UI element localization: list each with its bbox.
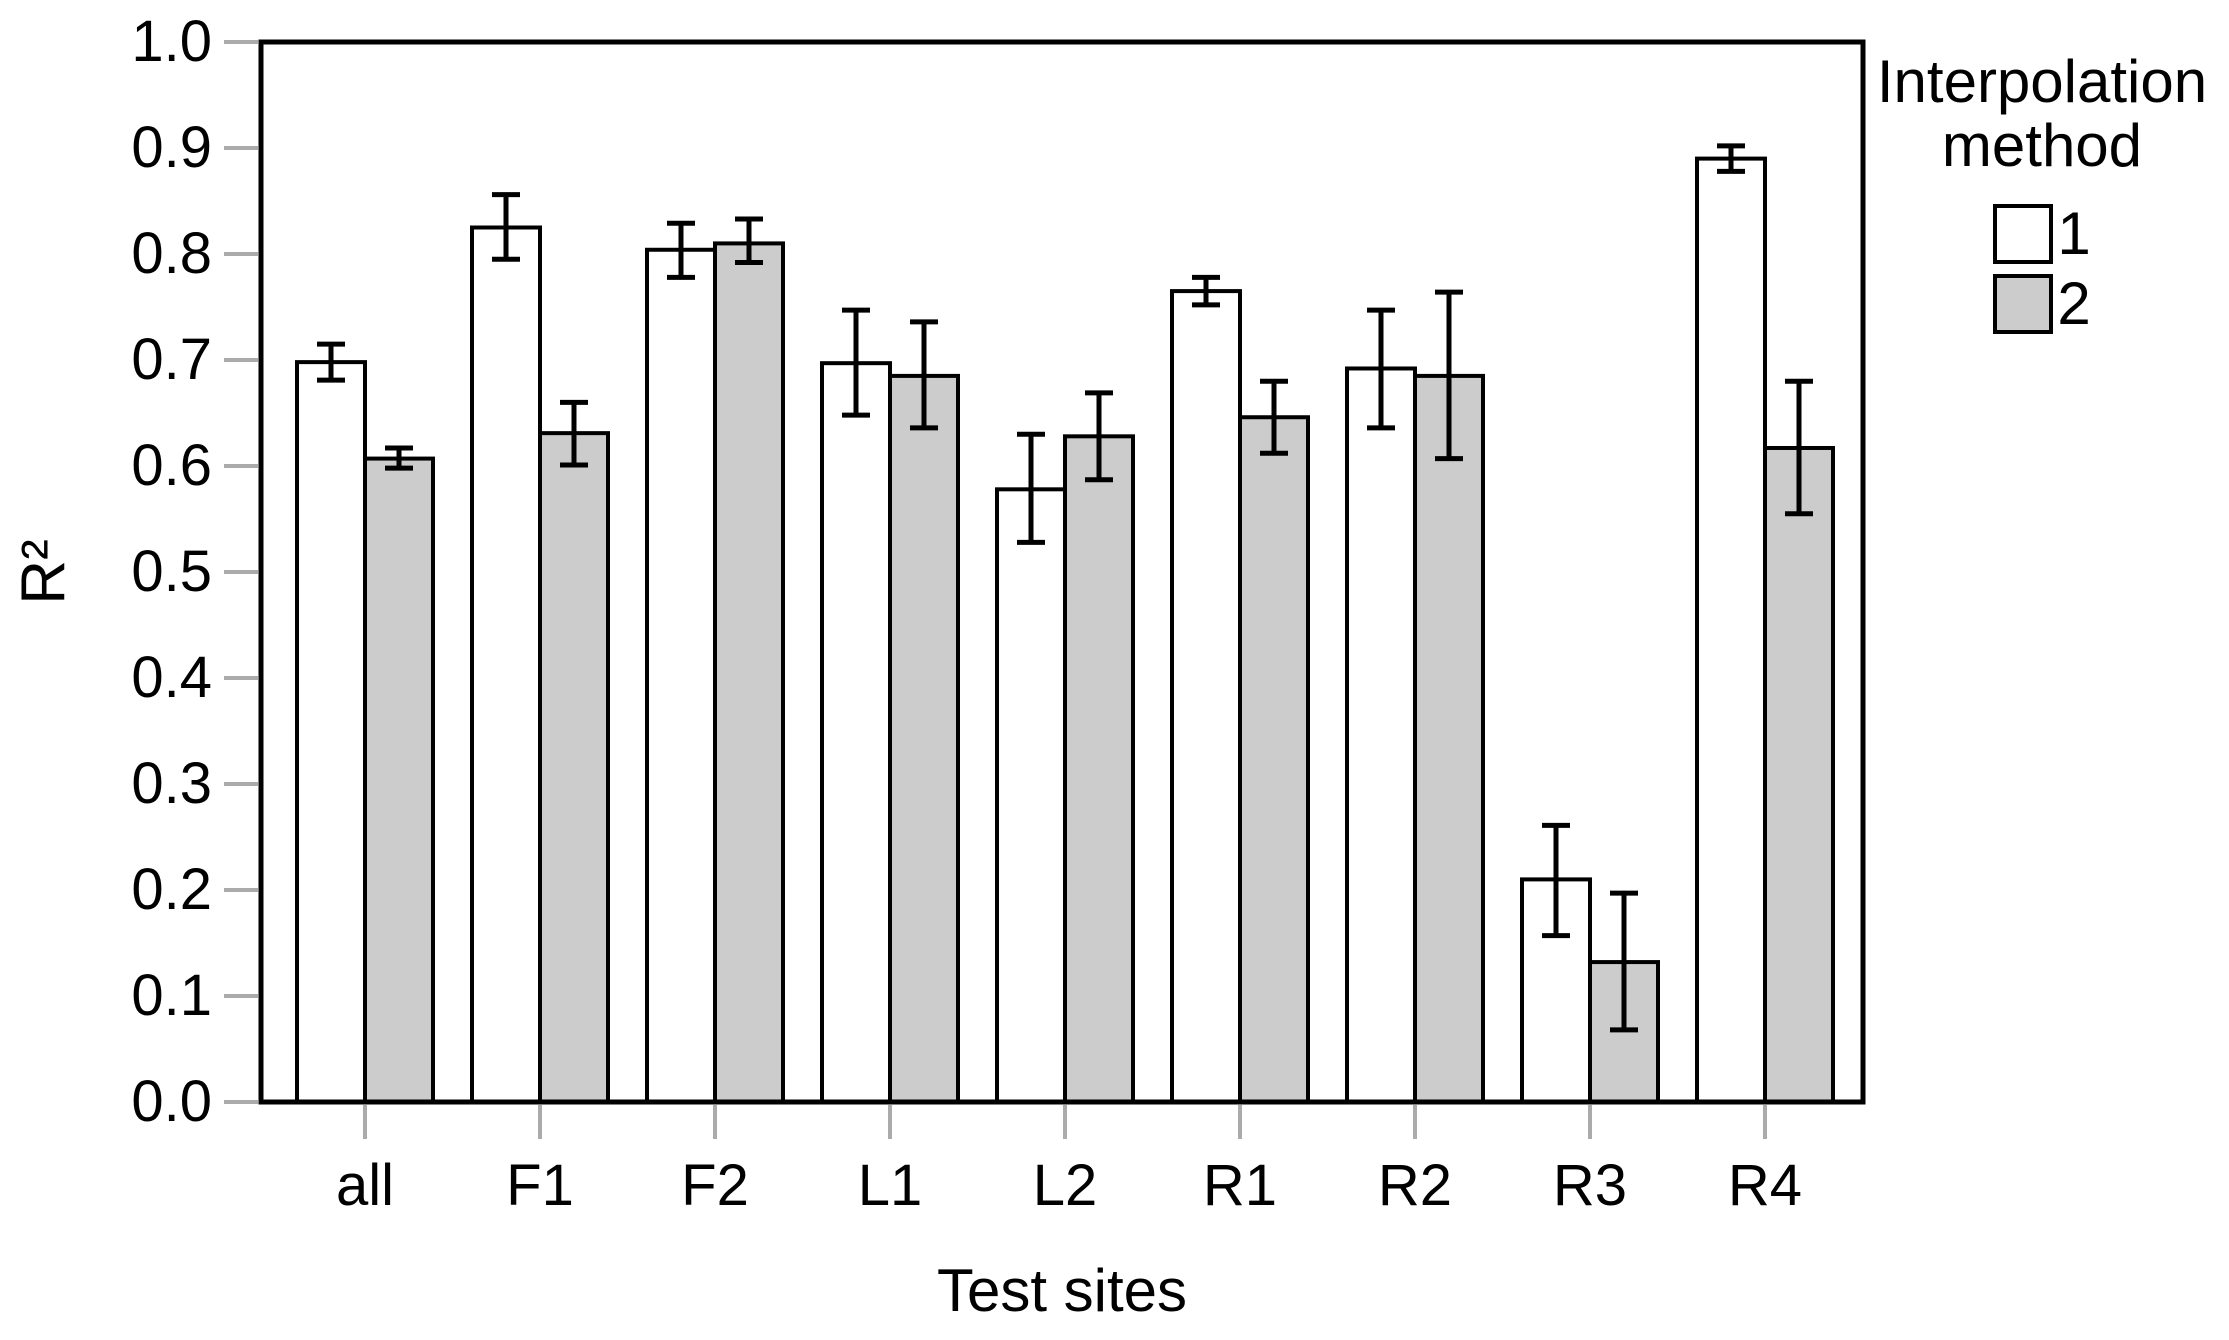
bar-F1-method-2 [538,431,610,1104]
x-tick-label-R4: R4 [1727,1153,1803,1218]
x-tick-label-L2: L2 [1032,1153,1098,1218]
y-tick-label: 0.0 [131,1069,212,1134]
legend-title: Interpolation method [1876,48,2208,179]
x-tick-label-L1: L1 [857,1153,923,1218]
bar-R4-method-2 [1763,445,1835,1105]
legend-swatch-gray [1993,274,2054,334]
y-tick-label: 0.7 [131,327,212,392]
x-tick-label-R1: R1 [1202,1153,1278,1218]
legend-item-method-2: 2 [1993,270,2091,337]
bar-R2-method-2 [1413,373,1485,1104]
legend: Interpolation method 1 2 [1862,50,2222,344]
bar-L2-method-1 [995,487,1067,1104]
y-tick-label: 0.9 [131,115,212,180]
bar-all-method-2 [363,456,435,1104]
y-tick-label: 0.8 [131,221,212,286]
legend-item-method-1: 1 [1993,200,2091,267]
chart-panel-border [258,39,1866,1105]
x-axis-title: Test sites [936,1257,1188,1324]
bar-R4-method-1 [1695,156,1767,1105]
legend-swatch-white [1993,204,2054,264]
x-tick-label-R3: R3 [1552,1153,1628,1218]
bar-F2-method-1 [645,247,717,1104]
bar-R1-method-1 [1170,289,1242,1105]
y-tick-label: 0.6 [131,433,212,498]
y-tick-label: 0.3 [131,751,212,816]
y-tick-label: 1.0 [131,9,212,74]
bar-L1-method-1 [820,361,892,1104]
bar-L2-method-2 [1063,434,1135,1104]
y-tick-label: 0.1 [131,963,212,1028]
x-tick-label-all: all [335,1153,395,1218]
legend-item-label: 2 [2057,270,2091,337]
bar-all-method-1 [295,360,367,1104]
x-tick-label-F2: F2 [681,1153,749,1218]
bar-R2-method-1 [1345,366,1417,1105]
x-tick-label-R2: R2 [1377,1153,1453,1218]
legend-items: 1 2 [1862,204,2222,344]
y-tick-label: 0.4 [131,645,212,710]
bar-F2-method-2 [713,241,785,1104]
bar-R1-method-2 [1238,415,1310,1104]
x-tick-label-F1: F1 [506,1153,574,1218]
y-tick-label: 0.5 [131,539,212,604]
y-tick-label: 0.2 [131,857,212,922]
bar-F1-method-1 [470,225,542,1104]
legend-item-label: 1 [2057,200,2091,267]
bar-L1-method-2 [888,373,960,1104]
